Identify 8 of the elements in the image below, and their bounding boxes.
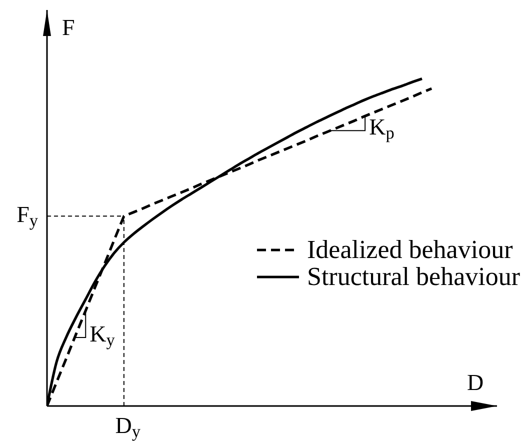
y-axis-title: F bbox=[62, 15, 75, 40]
legend-label: Idealized behaviour bbox=[307, 235, 513, 264]
annotation: K$_{y}$ bbox=[90, 322, 116, 350]
legend-label: Structural behaviour bbox=[307, 262, 520, 291]
ref-line-label: F$_{y}$ bbox=[16, 202, 38, 230]
text: D$_{y}$ bbox=[115, 413, 141, 441]
x-axis-title: D bbox=[467, 370, 484, 395]
annotation: K$_{p}$ bbox=[369, 114, 394, 143]
